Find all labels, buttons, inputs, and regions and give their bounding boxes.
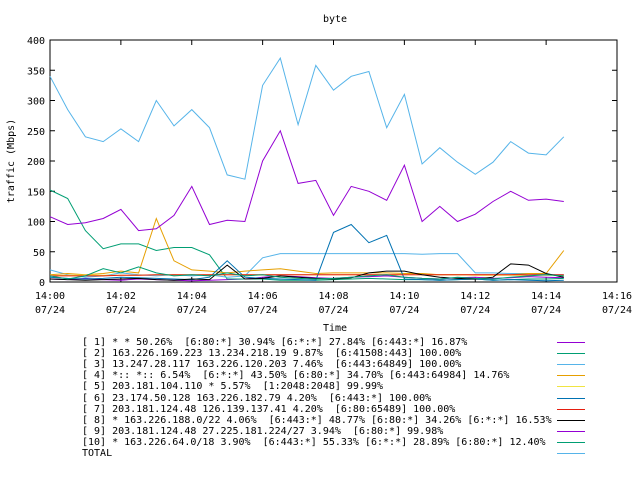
x-tick-label-time: 14:10: [389, 291, 419, 302]
x-tick-label-time: 14:14: [531, 291, 561, 302]
x-tick-label-time: 14:16: [602, 291, 632, 302]
series-line-3: [49, 253, 564, 278]
legend-entry: [ 8] * 163.226.188.0/22 4.06% [6:443:*] …: [0, 414, 640, 427]
legend-swatch: [557, 342, 585, 343]
legend-entry: [ 9] 203.181.124.48 27.225.181.224/27 3.…: [0, 425, 640, 438]
x-tick-label-date: 07/24: [531, 305, 561, 316]
series-line-1: [49, 275, 564, 282]
x-tick-label-time: 14:00: [35, 291, 65, 302]
legend-entry: [ 6] 23.174.50.128 163.226.182.79 4.20% …: [0, 392, 640, 405]
x-tick-label-date: 07/24: [602, 305, 632, 316]
series-line-4: [49, 217, 565, 276]
legend-entry: [ 3] 13.247.28.117 163.226.120.203 7.46%…: [0, 358, 640, 371]
legend-label: [10] * 163.226.64.0/18 3.90% [6:443:*] 5…: [82, 436, 546, 448]
legend-swatch: [557, 419, 585, 421]
legend-entry: [ 4] *:: *:: 6.54% [6:*:*] 43.50% [6:80:…: [0, 369, 640, 382]
x-tick-label-date: 07/24: [106, 305, 136, 316]
legend-label: [ 6] 23.174.50.128 163.226.182.79 4.20% …: [82, 392, 432, 404]
series-line-11: [49, 56, 565, 180]
legend-entry: TOTAL: [0, 447, 640, 460]
x-tick-label-date: 07/24: [177, 305, 207, 316]
plot-frame: [49, 39, 618, 283]
legend-label: [ 3] 13.247.28.117 163.226.120.203 7.46%…: [82, 359, 462, 371]
x-tick-label-time: 14:06: [248, 291, 278, 302]
x-tick-label-time: 14:04: [177, 291, 207, 302]
legend-swatch: [557, 408, 585, 410]
y-tick-label: 400: [27, 36, 45, 47]
legend-label: [ 5] 203.181.104.110 * 5.57% [1:2048:204…: [82, 381, 384, 393]
y-tick-label: 50: [33, 248, 45, 259]
x-tick-label-time: 14:12: [460, 291, 490, 302]
x-axis-label: Time: [323, 323, 347, 334]
y-tick-label: 200: [27, 157, 45, 168]
legend-label: [ 4] *:: *:: 6.54% [6:*:*] 43.50% [6:80:…: [82, 370, 510, 382]
legend-swatch: [557, 397, 585, 399]
x-tick-label-time: 14:02: [106, 291, 136, 302]
legend-swatch: [557, 430, 585, 432]
x-axis: 14:00 07/24 14:02 07/24 14:04 07/24 14:06 07/24…: [35, 40, 632, 316]
legend-swatch: [557, 364, 585, 366]
y-tick-label: 300: [27, 97, 45, 108]
legend-entry: [ 2] 163.226.169.223 13.234.218.19 9.87%…: [0, 347, 640, 360]
legend-entry: [ 7] 203.181.124.48 126.139.137.41 4.20%…: [0, 403, 640, 416]
y-axis-label: traffic (Mbps): [6, 119, 17, 203]
legend-swatch: [557, 375, 585, 377]
legend-swatch: [557, 453, 585, 454]
x-tick-label-date: 07/24: [35, 305, 65, 316]
series-line-10: [49, 266, 564, 280]
legend-label: [ 9] 203.181.124.48 27.225.181.224/27 3.…: [82, 425, 444, 437]
series-line-7: [50, 274, 564, 277]
x-tick-label-date: 07/24: [318, 305, 348, 316]
y-tick-label: 350: [27, 66, 45, 77]
legend-label: [ 8] * 163.226.188.0/22 4.06% [6:443:*] …: [82, 414, 552, 426]
x-tick-label-time: 14:08: [318, 291, 348, 302]
x-tick-label-date: 07/24: [460, 305, 490, 316]
y-tick-label: 0: [39, 278, 45, 289]
legend-swatch: [557, 353, 585, 355]
legend-entry: [ 1] * * 50.26% [6:80:*] 30.94% [6:*:*] …: [0, 336, 640, 349]
y-tick-label: 150: [27, 187, 45, 198]
series-lines: [49, 56, 565, 282]
legend-label: [ 2] 163.226.169.223 13.234.218.19 9.87%…: [82, 348, 462, 360]
legend-label: [ 1] * * 50.26% [6:80:*] 30.94% [6:*:*] …: [82, 337, 468, 348]
legend-swatch: [557, 441, 585, 443]
series-line-2: [49, 189, 564, 281]
chart-title: byte: [323, 14, 347, 25]
legend-label: [ 7] 203.181.124.48 126.139.137.41 4.20%…: [82, 403, 456, 415]
series-line-9: [49, 129, 564, 232]
x-tick-label-date: 07/24: [389, 305, 419, 316]
legend-entry: [10] * 163.226.64.0/18 3.90% [6:443:*] 5…: [0, 436, 640, 449]
y-tick-label: 100: [27, 218, 45, 229]
legend-swatch: [557, 386, 585, 388]
y-axis: 0 50 100 150 200 250 300 350 400: [27, 36, 617, 289]
legend-label: TOTAL: [82, 448, 113, 459]
y-tick-label: 250: [27, 127, 45, 138]
x-tick-label-date: 07/24: [248, 305, 278, 316]
legend-entry: [ 5] 203.181.104.110 * 5.57% [1:2048:204…: [0, 380, 640, 393]
